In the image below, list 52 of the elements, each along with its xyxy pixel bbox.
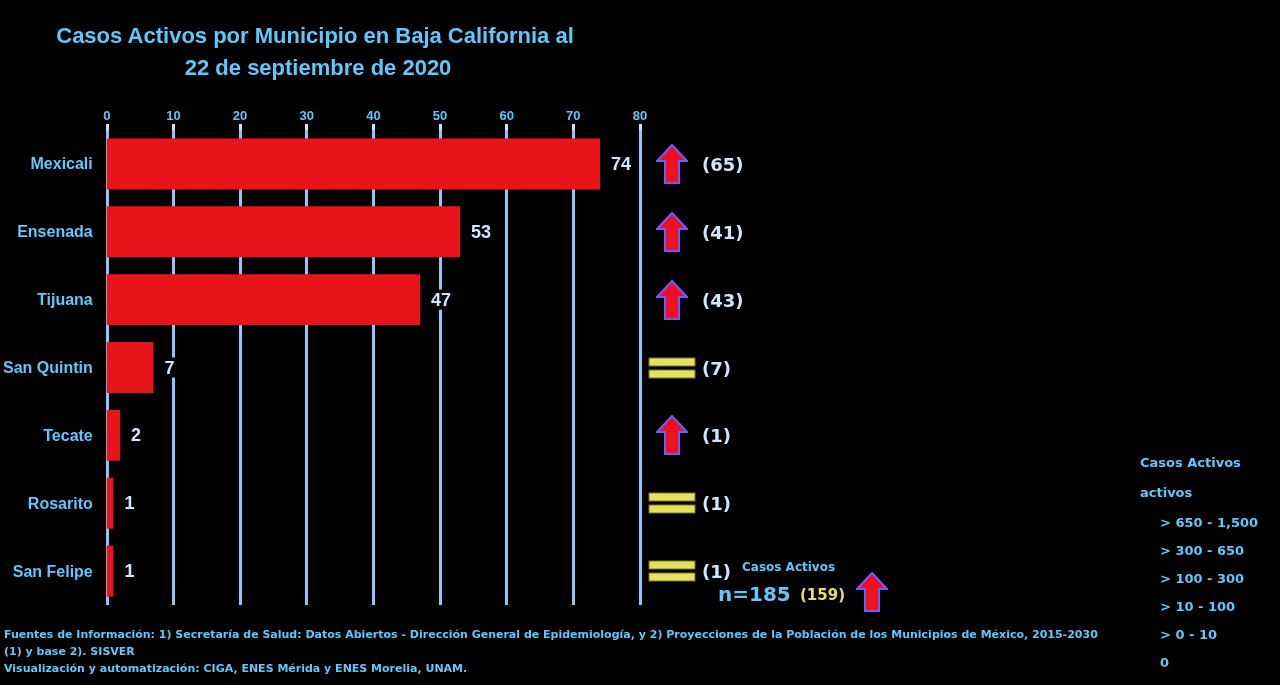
x-tick-label: 60 [499,108,514,123]
text: (1) [702,560,731,582]
text: Visualización y automatización: CIGA, ENES Mérida y ENES Morelia, UNAM. [4,662,468,675]
x-tick-label: 70 [566,108,581,123]
text: Casos Activos [742,560,836,574]
y-tick-label: San Quintin [2,359,93,376]
text: (65) [702,153,744,175]
data-label: 74 [611,153,632,174]
bar [106,477,114,529]
text: activos [1140,485,1193,500]
text: (159) [800,586,846,604]
x-tick-label: 10 [166,108,181,123]
text: > 100 - 300 [1160,571,1245,586]
x-tick-label: 40 [366,108,381,123]
y-tick-label: Ensenada [17,223,93,241]
text: (41) [702,221,744,243]
data-label: 2 [131,425,142,446]
y-tick-label: Mexicali [30,155,93,173]
bar [106,206,461,258]
text: > 10 - 100 [1160,599,1236,614]
text: Casos Activos [1140,455,1241,470]
data-label: 1 [124,493,135,514]
text: n=185 [718,582,791,606]
text: > 0 - 10 [1160,627,1218,642]
bar [106,138,601,190]
y-tick-label: Tecate [43,426,93,444]
text: (7) [702,357,731,378]
data-label: 47 [431,289,452,310]
text: (1) [702,424,731,446]
x-tick-label: 0 [103,108,111,123]
text: (1) y base 2). SISVER [4,645,135,658]
bar [106,342,154,393]
text: (1) [702,492,731,514]
y-tick-label: Rosarito [27,494,93,512]
x-tick-label: 50 [432,108,448,123]
source-note: Fuentes de Información: 1) Secretaría de Salud: Datos Abiertos - Dirección General de Epidemiología, y 2) Proyecciones de la Población de los Municipios de México, 2015-2030 [4,628,1098,641]
data-label: 7 [164,357,175,378]
x-tick-label: 30 [299,108,314,123]
x-tick-label: 80 [632,108,648,123]
text: > 650 - 1,500 [1160,515,1259,530]
bar [106,274,421,326]
text: (43) [702,289,744,311]
text: 0 [1160,655,1170,670]
bar [106,545,114,597]
y-tick-label: San Felipe [12,562,93,580]
text: > 300 - 650 [1160,543,1245,558]
data-label: 53 [471,221,492,242]
bar [106,409,121,461]
data-label: 1 [124,561,135,582]
x-tick-label: 20 [232,108,248,123]
chart-title: Casos Activos por Municipio en Baja California al 22 de septiembre de 2020 [56,22,574,80]
y-tick-label: Tijuana [37,291,93,309]
